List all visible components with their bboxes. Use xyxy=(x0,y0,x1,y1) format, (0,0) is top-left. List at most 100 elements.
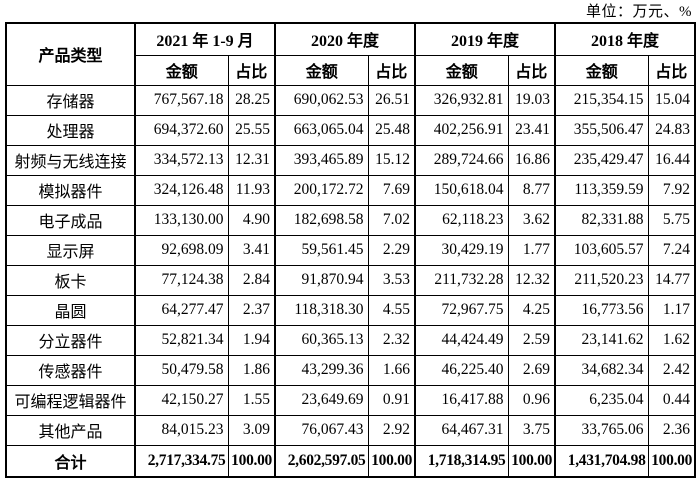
ratio-cell: 7.92 xyxy=(647,174,696,206)
period-header-2021: 2021 年 1-9 月 xyxy=(134,22,276,56)
ratio-cell: 26.51 xyxy=(367,84,416,116)
ratio-cell: 1.62 xyxy=(647,324,696,356)
amount-cell: 694,372.60 xyxy=(134,114,229,146)
amount-cell: 289,724.66 xyxy=(414,144,509,176)
total-row: 合计 2,717,334.75 100.00 2,602,597.05 100.00 1,… xyxy=(5,444,696,478)
ratio-cell: 25.48 xyxy=(367,114,416,146)
amount-cell: 16,773.56 xyxy=(554,294,649,326)
ratio-cell: 15.04 xyxy=(647,84,696,116)
amount-cell: 60,365.13 xyxy=(274,324,369,356)
product-name-cell: 晶圆 xyxy=(5,294,136,326)
amount-cell: 2,717,334.75 xyxy=(134,444,229,478)
product-name-cell: 模拟器件 xyxy=(5,174,136,206)
ratio-cell: 2.29 xyxy=(367,234,416,266)
ratio-cell: 0.44 xyxy=(647,384,696,416)
ratio-cell: 1.77 xyxy=(507,234,556,266)
product-name-cell: 射频与无线连接 xyxy=(5,144,136,176)
ratio-cell: 4.55 xyxy=(367,294,416,326)
product-name-cell: 处理器 xyxy=(5,114,136,146)
amount-cell: 334,572.13 xyxy=(134,144,229,176)
ratio-cell: 2.92 xyxy=(367,414,416,446)
amount-cell: 103,605.57 xyxy=(554,234,649,266)
ratio-cell: 12.32 xyxy=(507,264,556,296)
ratio-cell: 100.00 xyxy=(647,444,696,478)
amount-cell: 43,299.36 xyxy=(274,354,369,386)
ratio-cell: 16.44 xyxy=(647,144,696,176)
amount-cell: 59,561.45 xyxy=(274,234,369,266)
ratio-cell: 3.75 xyxy=(507,414,556,446)
ratio-cell: 11.93 xyxy=(227,174,276,206)
ratio-header-2019: 占比 xyxy=(507,54,556,86)
ratio-cell: 14.77 xyxy=(647,264,696,296)
ratio-cell: 7.02 xyxy=(367,204,416,236)
ratio-cell: 100.00 xyxy=(227,444,276,478)
ratio-cell: 19.03 xyxy=(507,84,556,116)
ratio-cell: 12.31 xyxy=(227,144,276,176)
product-type-header: 产品类型 xyxy=(5,22,136,86)
amount-cell: 44,424.49 xyxy=(414,324,509,356)
amount-cell: 200,172.72 xyxy=(274,174,369,206)
product-revenue-table: 产品类型 2021 年 1-9 月 2020 年度 2019 年度 2018 年… xyxy=(5,22,697,478)
amount-cell: 23,649.69 xyxy=(274,384,369,416)
ratio-cell: 3.09 xyxy=(227,414,276,446)
amount-cell: 34,682.34 xyxy=(554,354,649,386)
amount-cell: 355,506.47 xyxy=(554,114,649,146)
ratio-cell: 3.62 xyxy=(507,204,556,236)
product-name-cell: 分立器件 xyxy=(5,324,136,356)
ratio-cell: 100.00 xyxy=(367,444,416,478)
ratio-cell: 0.91 xyxy=(367,384,416,416)
ratio-cell: 28.25 xyxy=(227,84,276,116)
amount-cell: 77,124.38 xyxy=(134,264,229,296)
table-row: 晶圆 64,277.47 2.37 118,318.30 4.55 72,967.75 4.… xyxy=(5,294,696,326)
amount-cell: 326,932.81 xyxy=(414,84,509,116)
amount-cell: 767,567.18 xyxy=(134,84,229,116)
amount-cell: 663,065.04 xyxy=(274,114,369,146)
ratio-cell: 16.86 xyxy=(507,144,556,176)
table-row: 射频与无线连接 334,572.13 12.31 393,465.89 15.12 289… xyxy=(5,144,696,176)
amount-cell: 211,520.23 xyxy=(554,264,649,296)
ratio-cell: 3.53 xyxy=(367,264,416,296)
ratio-cell: 2.69 xyxy=(507,354,556,386)
table-row: 传感器件 50,479.58 1.86 43,299.36 1.66 46,225.40 2… xyxy=(5,354,696,386)
ratio-cell: 2.37 xyxy=(227,294,276,326)
product-name-cell: 传感器件 xyxy=(5,354,136,386)
ratio-cell: 2.84 xyxy=(227,264,276,296)
amount-cell: 23,141.62 xyxy=(554,324,649,356)
ratio-cell: 25.55 xyxy=(227,114,276,146)
ratio-cell: 1.66 xyxy=(367,354,416,386)
amount-cell: 50,479.58 xyxy=(134,354,229,386)
amount-cell: 211,732.28 xyxy=(414,264,509,296)
product-name-cell: 合计 xyxy=(5,444,136,478)
table-row: 其他产品 84,015.23 3.09 76,067.43 2.92 64,467.31 3… xyxy=(5,414,696,446)
ratio-header-2021: 占比 xyxy=(227,54,276,86)
amount-cell: 182,698.58 xyxy=(274,204,369,236)
period-header-2020: 2020 年度 xyxy=(273,22,416,56)
period-header-2018: 2018 年度 xyxy=(554,22,696,56)
amount-cell: 2,602,597.05 xyxy=(274,444,369,478)
amount-cell: 82,331.88 xyxy=(554,204,649,236)
period-header-row: 产品类型 2021 年 1-9 月 2020 年度 2019 年度 2018 年… xyxy=(5,22,696,86)
ratio-cell: 24.83 xyxy=(647,114,696,146)
amount-cell: 64,277.47 xyxy=(134,294,229,326)
amount-cell: 91,870.94 xyxy=(274,264,369,296)
amount-cell: 92,698.09 xyxy=(134,234,229,266)
amount-cell: 64,467.31 xyxy=(414,414,509,446)
ratio-cell: 23.41 xyxy=(507,114,556,146)
document-page: 单位：万元、% 产品类型 2021 年 1-9 月 2020 年度 2019 年… xyxy=(5,4,697,478)
ratio-cell: 8.77 xyxy=(507,174,556,206)
table-row: 存储器 767,567.18 28.25 690,062.53 26.51 326,932… xyxy=(5,84,696,116)
ratio-cell: 7.24 xyxy=(647,234,696,266)
amount-cell: 690,062.53 xyxy=(274,84,369,116)
amount-cell: 33,765.06 xyxy=(554,414,649,446)
ratio-cell: 4.90 xyxy=(227,204,276,236)
amount-cell: 84,015.23 xyxy=(134,414,229,446)
ratio-cell: 7.69 xyxy=(367,174,416,206)
product-name-cell: 电子成品 xyxy=(5,204,136,236)
amount-cell: 393,465.89 xyxy=(274,144,369,176)
amount-cell: 402,256.91 xyxy=(414,114,509,146)
product-name-cell: 存储器 xyxy=(5,84,136,116)
amount-cell: 235,429.47 xyxy=(554,144,649,176)
product-name-cell: 板卡 xyxy=(5,264,136,296)
amount-cell: 72,967.75 xyxy=(414,294,509,326)
amount-cell: 76,067.43 xyxy=(274,414,369,446)
